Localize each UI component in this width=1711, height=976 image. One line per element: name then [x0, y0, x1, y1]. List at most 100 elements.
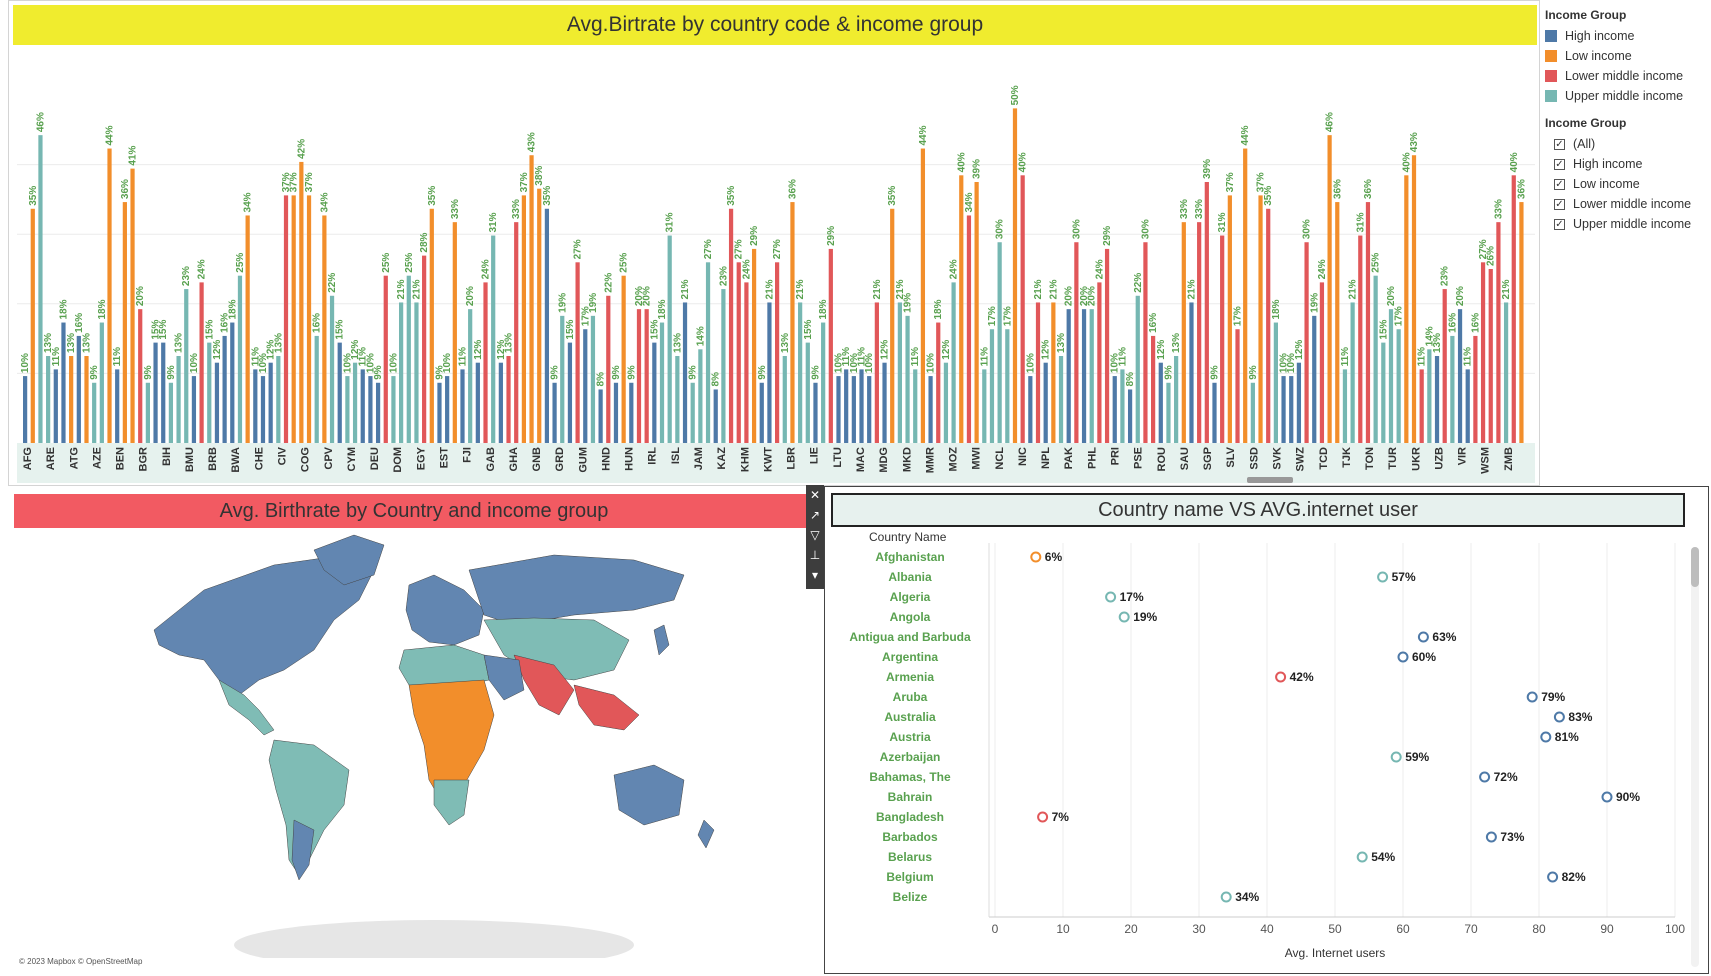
bar — [368, 376, 373, 443]
bar — [821, 322, 826, 443]
bar — [145, 382, 150, 443]
bar — [414, 302, 419, 443]
bar — [667, 235, 672, 443]
checkbox-checked-icon[interactable]: ✓ — [1554, 158, 1565, 170]
pin-icon[interactable]: ⊥ — [809, 548, 821, 562]
country-name-label: Argentina — [882, 650, 938, 664]
bar-data-label: 9% — [143, 365, 154, 380]
checkbox-checked-icon[interactable]: ✓ — [1554, 178, 1565, 190]
bar — [399, 302, 404, 443]
bar-data-label: 21% — [680, 279, 691, 299]
filter-icon[interactable]: ▽ — [810, 528, 820, 542]
x-tick-label: HND — [600, 447, 612, 471]
bar-data-label: 10% — [1110, 353, 1121, 373]
dot-data-label: 81% — [1555, 730, 1579, 744]
bar — [636, 309, 642, 443]
bar-data-label: 13% — [672, 333, 683, 353]
bar — [1480, 262, 1486, 443]
bar — [1151, 335, 1156, 443]
legend-item-lower-middle[interactable]: Lower middle income — [1545, 66, 1711, 86]
x-tick-label: NPL — [1040, 447, 1052, 469]
bar-data-label: 23% — [181, 266, 192, 286]
x-tick-label: BWA — [230, 447, 242, 473]
bar — [191, 376, 197, 443]
south-america-south-shape — [291, 819, 315, 881]
chevron-down-icon[interactable]: ▾ — [811, 568, 819, 582]
bar-data-label: 10% — [258, 353, 269, 373]
checkbox-checked-icon[interactable]: ✓ — [1554, 218, 1565, 230]
bar-data-label: 10% — [849, 353, 860, 373]
filter-label: Upper middle income — [1573, 217, 1692, 231]
bar — [613, 382, 619, 443]
bar — [299, 161, 304, 443]
bar — [1028, 376, 1033, 443]
bar-data-label: 13% — [1171, 333, 1182, 353]
dot-point — [1037, 811, 1049, 823]
filter-low[interactable]: ✓ Low income — [1545, 174, 1711, 194]
bar-data-label: 30% — [995, 219, 1006, 239]
bar-data-label: 21% — [396, 279, 407, 299]
dot-point — [1030, 551, 1042, 563]
bar-data-label: 25% — [404, 253, 415, 273]
bar — [260, 376, 266, 443]
bar — [736, 262, 741, 443]
filter-label: (All) — [1573, 137, 1596, 151]
bar — [529, 155, 534, 443]
bar-data-label: 28% — [419, 232, 430, 252]
bar-data-label: 11% — [910, 347, 921, 367]
bar — [1266, 208, 1271, 443]
bar — [1212, 382, 1217, 443]
bar — [897, 302, 902, 443]
bar — [1250, 382, 1255, 443]
legend-item-low[interactable]: Low income — [1545, 46, 1711, 66]
bar-data-label: 27% — [772, 239, 783, 259]
bar-data-label: 24% — [949, 259, 960, 279]
bar — [1012, 108, 1018, 443]
dot-point — [1417, 631, 1429, 643]
bar — [805, 342, 810, 443]
bar-data-label: 11% — [857, 347, 868, 367]
filter-lower-middle[interactable]: ✓ Lower middle income — [1545, 194, 1711, 214]
legend-item-high[interactable]: High income — [1545, 26, 1711, 46]
bar — [245, 215, 250, 443]
bar — [1373, 275, 1378, 443]
bar-data-label: 36% — [787, 179, 798, 199]
dot-point — [1553, 711, 1565, 723]
open-external-icon[interactable]: ↗ — [809, 508, 821, 522]
new-zealand-shape — [697, 819, 715, 849]
close-icon[interactable]: ✕ — [809, 488, 821, 502]
x-tick-label: TUR — [1387, 447, 1399, 470]
bar — [222, 335, 227, 443]
filter-high[interactable]: ✓ High income — [1545, 154, 1711, 174]
bar — [859, 369, 864, 443]
bar-data-label: 31% — [488, 212, 499, 232]
filter-upper-middle[interactable]: ✓ Upper middle income — [1545, 214, 1711, 234]
filter-all[interactable]: ✓ (All) — [1545, 134, 1711, 154]
x-tick-label: BMU — [184, 447, 196, 472]
bar-data-label: 24% — [197, 259, 208, 279]
bar — [775, 262, 780, 443]
dot-data-label: 63% — [1432, 630, 1456, 644]
legend-item-upper-middle[interactable]: Upper middle income — [1545, 86, 1711, 106]
checkbox-checked-icon[interactable]: ✓ — [1554, 138, 1565, 150]
bar — [314, 335, 319, 443]
bar-data-label: 11% — [1117, 347, 1128, 367]
bar — [130, 168, 135, 443]
country-name-label: Albania — [888, 570, 932, 584]
bar-data-label: 16% — [220, 313, 231, 333]
bar-data-label: 12% — [1041, 340, 1052, 360]
bar-data-label: 24% — [741, 259, 752, 279]
bar — [1465, 369, 1470, 443]
bar-data-label: 22% — [603, 273, 614, 293]
world-map[interactable] — [14, 530, 814, 958]
bar-data-label: 35% — [542, 186, 553, 206]
bar — [230, 322, 235, 443]
bar-data-label: 37% — [289, 172, 300, 192]
x-tick-label: DEU — [369, 447, 381, 470]
dot-point — [1220, 891, 1232, 903]
checkbox-checked-icon[interactable]: ✓ — [1554, 198, 1565, 210]
bar — [1066, 309, 1071, 443]
country-name-label: Azerbaijan — [880, 750, 941, 764]
bar-data-label: 9% — [166, 365, 177, 380]
bar — [1281, 376, 1286, 443]
